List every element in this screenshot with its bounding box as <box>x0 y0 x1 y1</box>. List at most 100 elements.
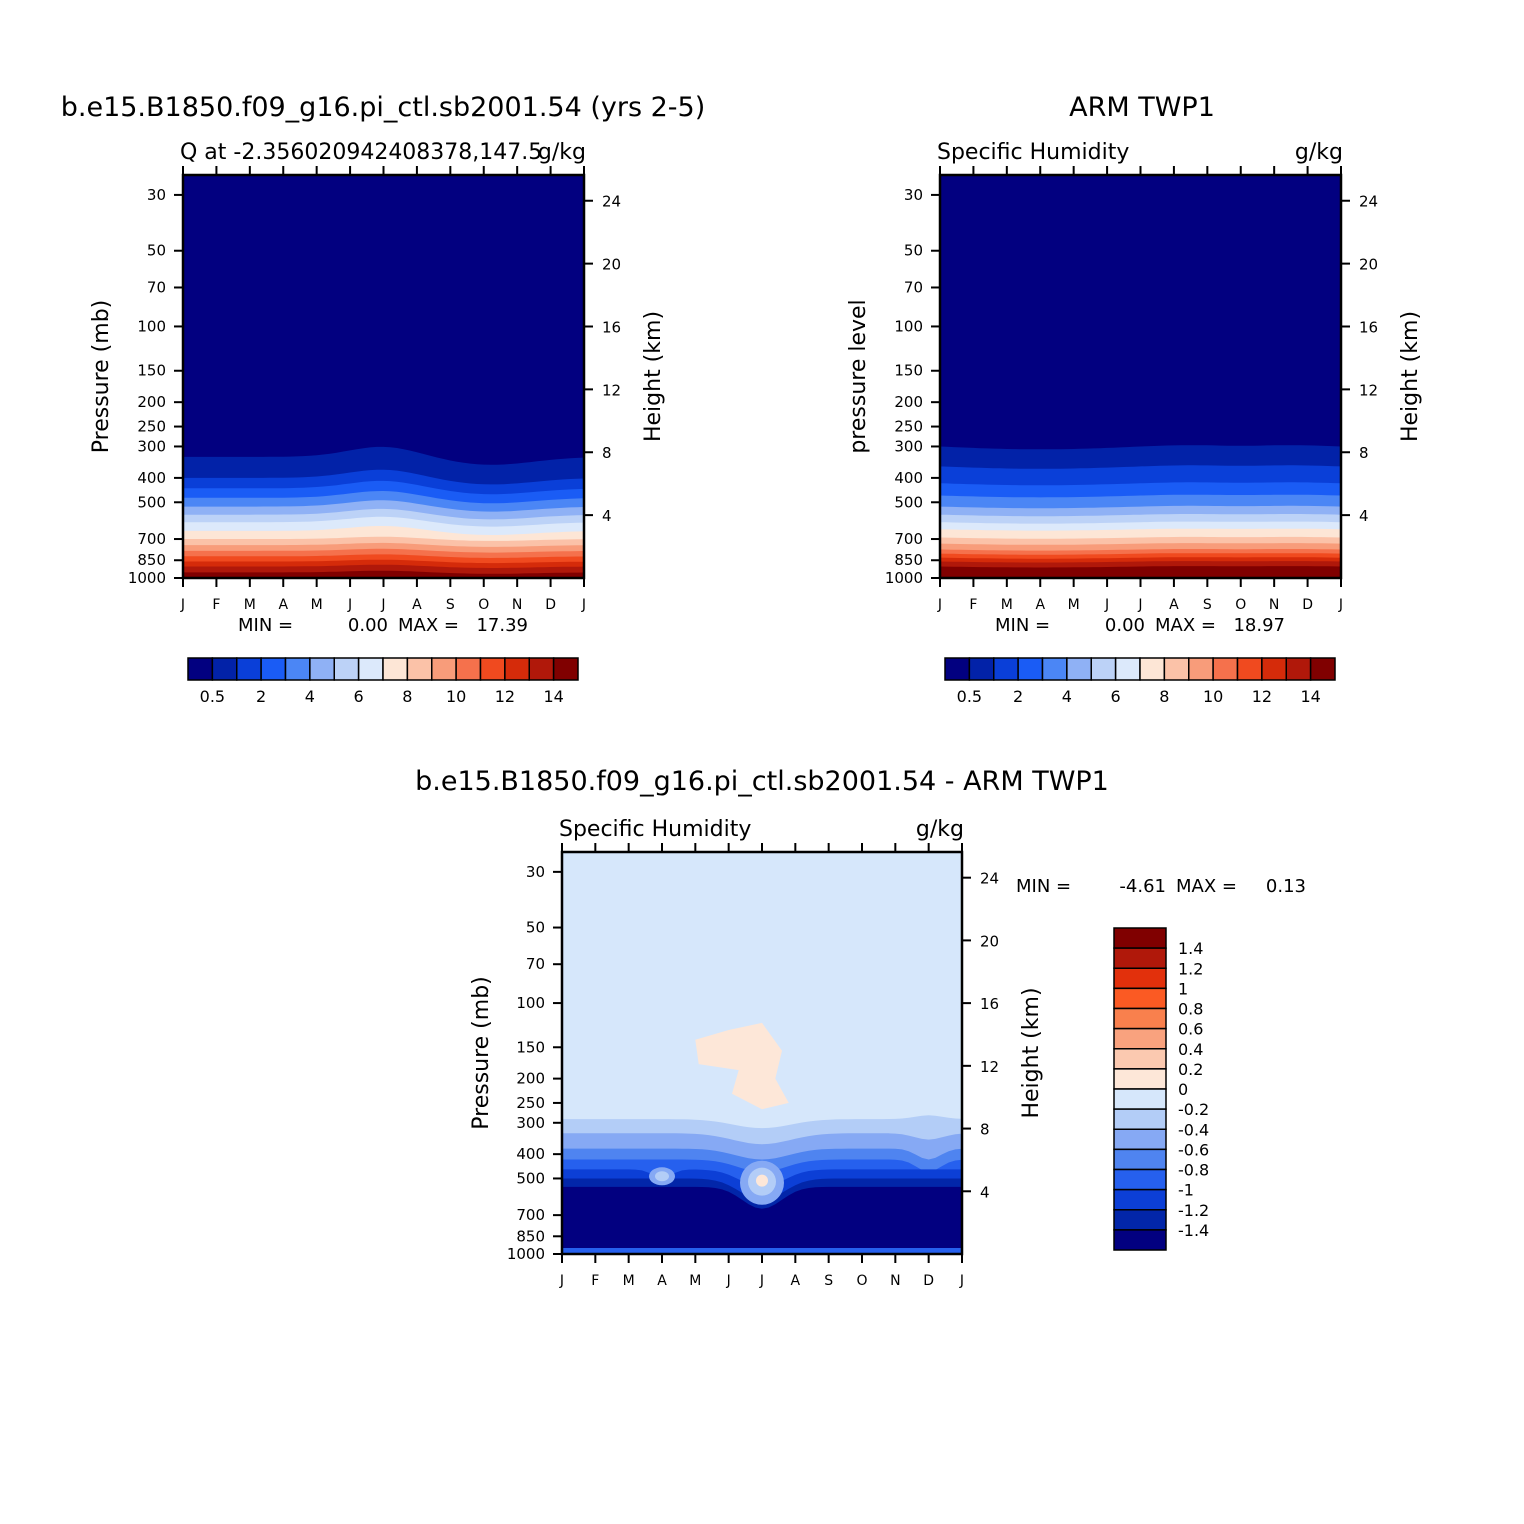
x-tick-label: N <box>1269 597 1279 613</box>
y-tick-label: 70 <box>904 278 923 296</box>
colorbar-label: 14 <box>1300 687 1320 706</box>
x-tick-label: A <box>1169 597 1179 613</box>
colorbar-box <box>1113 1068 1167 1090</box>
y2-tick-label: 16 <box>1359 318 1378 336</box>
colorbar-box <box>455 657 482 681</box>
max-label: MAX = <box>398 615 459 636</box>
colorbar-box <box>1236 657 1263 681</box>
y2-axis-label: Height (km) <box>641 311 666 442</box>
x-tick-label: F <box>591 1273 599 1289</box>
colorbar-label: 10 <box>446 687 466 706</box>
y-tick-label: 300 <box>137 437 166 455</box>
x-tick-label: J <box>726 1273 731 1289</box>
colorbar-label: 2 <box>256 687 266 706</box>
colorbar-box <box>211 657 238 681</box>
colorbar-label: -1.4 <box>1178 1221 1209 1240</box>
colorbar-box <box>1066 657 1092 681</box>
colorbar-label: 0.6 <box>1178 1020 1203 1039</box>
colorbar-box <box>1113 1048 1167 1070</box>
colorbar-box <box>552 657 579 681</box>
chart-title: ARM TWP1 <box>1069 92 1215 123</box>
colorbar-box <box>1113 1188 1167 1211</box>
y-tick-label: 850 <box>137 551 166 569</box>
colorbar-label: 1.4 <box>1178 939 1203 958</box>
x-tick-label: N <box>512 597 522 613</box>
contour-band <box>562 1186 962 1250</box>
y-tick-label: 70 <box>526 955 545 973</box>
x-tick-label: A <box>657 1273 667 1289</box>
y-axis-label: Pressure (mb) <box>89 300 114 454</box>
colorbar-box <box>382 657 409 681</box>
y-tick-label: 400 <box>516 1145 545 1163</box>
y2-tick-label: 24 <box>980 870 999 888</box>
y-tick-label: 1000 <box>885 569 923 587</box>
colorbar-box <box>944 657 971 681</box>
x-tick-label: J <box>959 1273 964 1289</box>
x-tick-label: J <box>1137 597 1142 613</box>
x-tick-label: F <box>969 597 977 613</box>
y-tick-label: 1000 <box>128 569 166 587</box>
contour-band <box>695 1022 789 1110</box>
x-tick-label: A <box>1035 597 1045 613</box>
colorbar-box <box>1017 657 1044 681</box>
x-tick-label: M <box>311 597 323 613</box>
y-tick-label: 250 <box>516 1094 545 1112</box>
colorbar-box <box>260 657 287 681</box>
colorbar-box <box>1212 657 1239 681</box>
x-tick-label: O <box>478 597 489 613</box>
contour-band <box>183 570 584 578</box>
colorbar-box <box>1163 657 1190 681</box>
y-tick-label: 150 <box>137 362 166 380</box>
y-axis-label: pressure level <box>846 299 871 453</box>
x-tick-label: M <box>244 597 256 613</box>
colorbar-label: -0.4 <box>1178 1120 1209 1139</box>
colorbar-box <box>1113 967 1167 990</box>
x-tick-label: M <box>1001 597 1013 613</box>
colorbar-box <box>284 657 311 681</box>
min-value: 0.00 <box>348 615 388 636</box>
colorbar-label: 2 <box>1013 687 1023 706</box>
x-tick-label: N <box>890 1273 900 1289</box>
y-tick-label: 100 <box>894 317 923 335</box>
y-tick-label: 250 <box>894 418 923 436</box>
colorbar-box <box>187 657 214 681</box>
max-label: MAX = <box>1155 615 1216 636</box>
y-tick-label: 150 <box>516 1038 545 1056</box>
x-tick-label: S <box>824 1273 833 1289</box>
chart-subtitle: Specific Humidity <box>937 140 1129 165</box>
y2-axis-label: Height (km) <box>1019 987 1044 1118</box>
min-value: 0.00 <box>1105 615 1145 636</box>
y-tick-label: 500 <box>137 493 166 511</box>
colorbar-box <box>1261 657 1287 681</box>
panel-diff: 3050701001502002503004005007008501000481… <box>415 766 1306 1289</box>
min-value: -4.61 <box>1119 876 1166 897</box>
x-tick-label: M <box>689 1273 701 1289</box>
colorbar-label: 10 <box>1203 687 1223 706</box>
contour-band <box>756 1174 768 1187</box>
colorbar-box <box>333 657 360 681</box>
y2-tick-label: 12 <box>980 1058 999 1076</box>
y-tick-label: 30 <box>147 186 166 204</box>
x-tick-label: A <box>791 1273 801 1289</box>
colorbar-label: -0.8 <box>1178 1161 1209 1180</box>
y2-axis-label: Height (km) <box>1398 311 1423 442</box>
colorbar-label: 0.8 <box>1178 1000 1203 1019</box>
max-value: 0.13 <box>1266 876 1306 897</box>
colorbar-label: -0.2 <box>1178 1100 1209 1119</box>
y-tick-label: 100 <box>137 317 166 335</box>
colorbar-box <box>1113 1088 1167 1110</box>
colorbar-box <box>406 657 433 681</box>
y-tick-label: 150 <box>894 362 923 380</box>
colorbar-box <box>1090 657 1117 681</box>
x-tick-label: A <box>412 597 422 613</box>
y-tick-label: 100 <box>516 994 545 1012</box>
x-tick-label: J <box>1104 597 1109 613</box>
colorbar-box <box>993 657 1019 681</box>
y2-tick-label: 4 <box>602 507 612 525</box>
x-tick-label: A <box>278 597 288 613</box>
y-tick-label: 850 <box>516 1227 545 1245</box>
x-tick-label: S <box>1203 597 1212 613</box>
colorbar-box <box>1188 657 1214 681</box>
y-tick-label: 850 <box>894 551 923 569</box>
